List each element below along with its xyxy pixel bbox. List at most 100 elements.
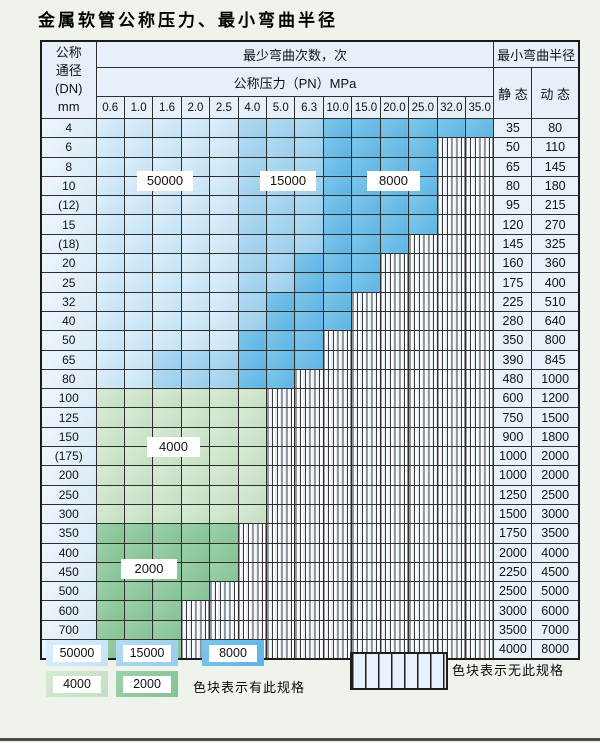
no-spec-cell xyxy=(351,619,381,641)
spec-cell-4000 xyxy=(209,484,239,505)
spec-cell-50000 xyxy=(209,117,239,139)
legend-value: 50000 xyxy=(53,644,101,662)
spec-cell-4000 xyxy=(152,503,182,525)
spec-cell-2000 xyxy=(95,619,125,641)
spec-cell-4000 xyxy=(95,426,125,448)
no-spec-cell xyxy=(379,388,410,409)
spec-cell-8000 xyxy=(266,349,296,370)
spec-cell-15000 xyxy=(237,233,268,255)
no-spec-cell xyxy=(237,600,268,621)
no-spec-cell xyxy=(436,388,466,409)
no-spec-cell xyxy=(464,214,495,235)
spec-cell-8000 xyxy=(408,214,438,235)
no-spec-cell xyxy=(436,310,466,332)
dynamic-radius-cell: 640 xyxy=(531,310,580,332)
no-spec-cell xyxy=(464,272,495,293)
dn-cell: 250 xyxy=(40,484,97,505)
spec-cell-8000 xyxy=(351,253,381,274)
dynamic-radius-cell: 2000 xyxy=(531,446,580,467)
dynamic-column-header: 动 态 xyxy=(531,67,580,119)
spec-cell-15000 xyxy=(209,368,239,390)
dn-cell: 200 xyxy=(40,465,97,486)
dynamic-radius-cell: 400 xyxy=(531,272,580,293)
no-spec-cell xyxy=(351,484,381,505)
static-radius-cell: 750 xyxy=(493,407,533,428)
legend-hatch-swatch xyxy=(350,652,448,690)
spec-cell-8000 xyxy=(408,195,438,216)
no-spec-cell xyxy=(266,484,296,505)
no-spec-cell xyxy=(464,426,495,448)
dynamic-radius-cell: 110 xyxy=(531,137,580,158)
static-radius-cell: 225 xyxy=(493,291,533,312)
spec-cell-4000 xyxy=(152,484,182,505)
spec-cell-2000 xyxy=(152,619,182,641)
spec-cell-4000 xyxy=(123,484,154,505)
no-spec-cell xyxy=(408,600,438,621)
spec-cell-8000 xyxy=(379,117,410,139)
no-spec-cell xyxy=(266,561,296,583)
no-spec-cell xyxy=(351,388,381,409)
no-spec-cell xyxy=(408,484,438,505)
no-spec-cell xyxy=(464,137,495,158)
spec-cell-8000 xyxy=(294,272,324,293)
dn-cell: (18) xyxy=(40,233,97,255)
spec-cell-50000 xyxy=(152,233,182,255)
dynamic-radius-cell: 270 xyxy=(531,214,580,235)
spec-cell-8000 xyxy=(436,117,466,139)
spec-cell-8000 xyxy=(408,137,438,158)
table-row: (18) 145 325 xyxy=(40,233,580,255)
dynamic-radius-cell: 145 xyxy=(531,156,580,177)
no-spec-cell xyxy=(436,272,466,293)
no-spec-cell xyxy=(322,426,353,448)
no-spec-cell xyxy=(408,233,438,255)
spec-cell-4000 xyxy=(123,407,154,428)
spec-cell-15000 xyxy=(294,214,324,235)
no-spec-cell xyxy=(436,581,466,602)
spec-cell-8000 xyxy=(322,233,353,255)
spec-cell-15000 xyxy=(237,253,268,274)
spec-cell-4000 xyxy=(123,503,154,525)
dn-cell: 10 xyxy=(40,175,97,197)
spec-cell-50000 xyxy=(180,253,211,274)
no-spec-cell xyxy=(379,291,410,312)
dn-cell: 65 xyxy=(40,349,97,370)
no-spec-cell xyxy=(266,446,296,467)
spec-cell-8000 xyxy=(322,117,353,139)
no-spec-cell xyxy=(408,465,438,486)
spec-cell-8000 xyxy=(351,233,381,255)
legend-swatch-50000: 50000 xyxy=(46,640,108,666)
no-spec-cell xyxy=(436,619,466,641)
dn-cell: 20 xyxy=(40,253,97,274)
no-spec-cell xyxy=(351,310,381,332)
spec-cell-50000 xyxy=(152,137,182,158)
bend-cycles-header: 最少弯曲次数，次 xyxy=(95,40,495,68)
no-spec-cell xyxy=(408,542,438,563)
no-spec-cell xyxy=(322,330,353,351)
table-row: 700 3500 7000 xyxy=(40,619,580,641)
spec-cell-4000 xyxy=(152,465,182,486)
no-spec-cell xyxy=(379,253,410,274)
spec-cell-8000 xyxy=(322,253,353,274)
no-spec-cell xyxy=(464,388,495,409)
spec-cell-8000 xyxy=(266,310,296,332)
no-spec-cell xyxy=(464,291,495,312)
no-spec-cell xyxy=(322,388,353,409)
dynamic-radius-cell: 6000 xyxy=(531,600,580,621)
no-spec-cell xyxy=(266,503,296,525)
static-radius-cell: 480 xyxy=(493,368,533,390)
dn-header-line: (DN) xyxy=(55,81,83,96)
zone-label-8000: 8000 xyxy=(367,171,420,191)
no-spec-cell xyxy=(379,426,410,448)
no-spec-cell xyxy=(294,619,324,641)
spec-cell-50000 xyxy=(123,368,154,390)
static-radius-cell: 120 xyxy=(493,214,533,235)
no-spec-cell xyxy=(408,561,438,583)
spec-cell-8000 xyxy=(464,117,495,139)
spec-cell-50000 xyxy=(209,233,239,255)
no-spec-cell xyxy=(209,581,239,602)
no-spec-cell xyxy=(436,175,466,197)
spec-cell-2000 xyxy=(95,600,125,621)
static-radius-cell: 280 xyxy=(493,310,533,332)
static-radius-cell: 4000 xyxy=(493,639,533,660)
no-spec-cell xyxy=(436,233,466,255)
